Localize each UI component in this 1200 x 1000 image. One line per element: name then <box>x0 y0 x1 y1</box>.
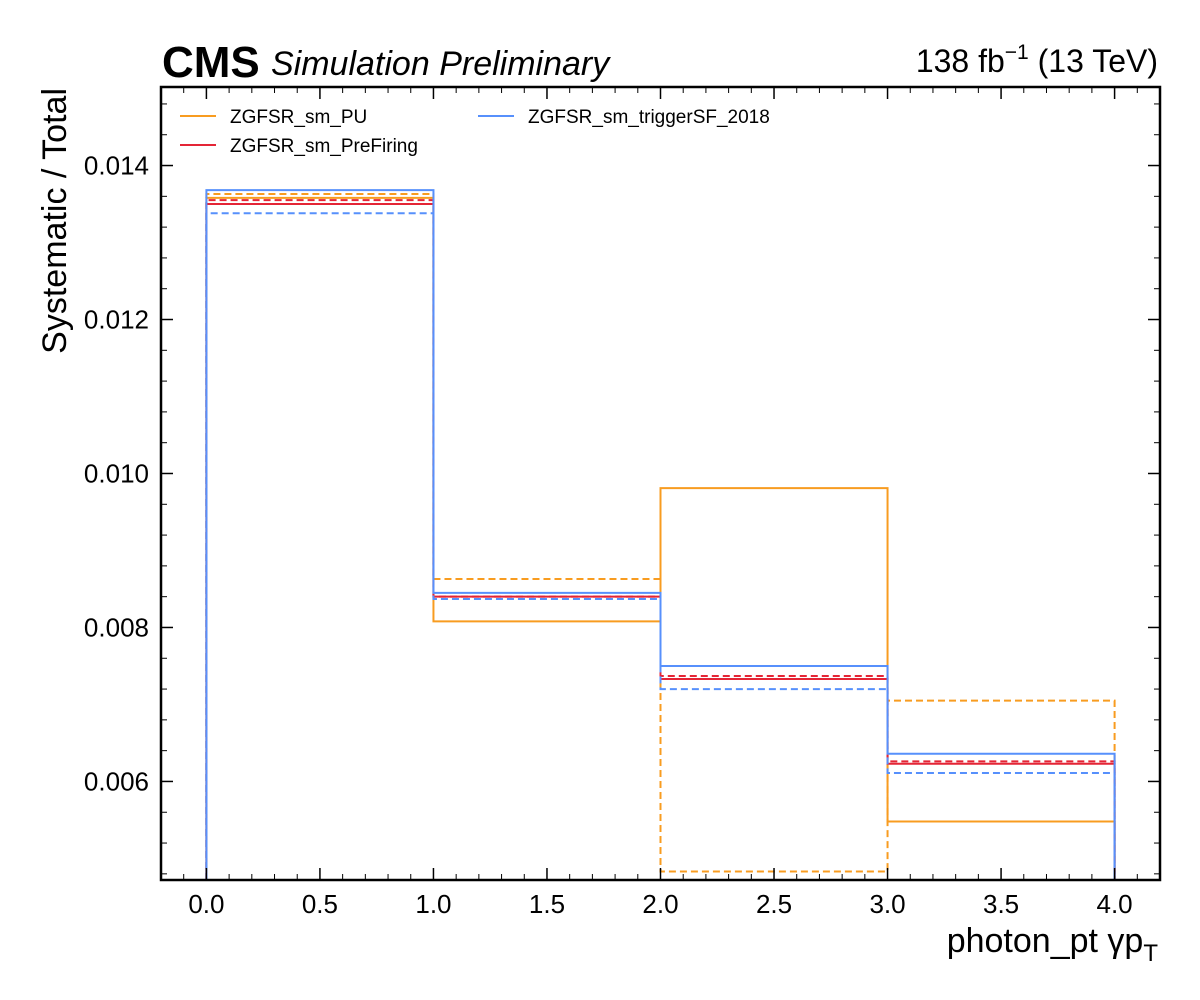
y-tick-label: 0.010 <box>84 458 149 488</box>
series-line-zgfsr-sm-pu-up <box>205 196 1116 880</box>
y-tick-label: 0.014 <box>84 151 149 181</box>
x-tick-label: 2.0 <box>642 889 678 919</box>
luminosity-label: 138 fb−1 (13 TeV) <box>916 41 1158 79</box>
x-tick-label: 1.5 <box>529 889 565 919</box>
x-tick-label: 0.0 <box>188 889 224 919</box>
simulation-status-label: Simulation Preliminary <box>271 45 611 83</box>
x-tick-label: 1.0 <box>415 889 451 919</box>
legend-label-zgfsr-sm-pu: ZGFSR_sm_PU <box>230 107 367 128</box>
cms-label: CMS <box>162 38 260 87</box>
y-tick-label: 0.008 <box>84 612 149 642</box>
y-axis-label: Systematic / Total <box>36 88 74 354</box>
x-axis-label: photon_pt γpT <box>947 922 1159 967</box>
x-tick-label: 2.5 <box>756 889 792 919</box>
x-tick-label: 3.5 <box>983 889 1019 919</box>
y-tick-label: 0.006 <box>84 766 149 796</box>
legend-label-zgfsr-sm-prefiring: ZGFSR_sm_PreFiring <box>230 136 418 157</box>
series-line-zgfsr-sm-prefiring-down <box>205 199 1116 880</box>
legend-label-zgfsr-sm-triggersf-2018: ZGFSR_sm_triggerSF_2018 <box>528 107 770 128</box>
x-tick-label: 3.0 <box>869 889 905 919</box>
plot-area: 0.0 0.5 1.0 1.5 2.0 2.5 3.0 3.5 4.0 0.006 0.008 0.0… <box>84 87 1160 919</box>
plot-frame <box>159 85 1162 882</box>
x-tick-label: 0.5 <box>302 889 338 919</box>
series-line-zgfsr-sm-triggersf-2018-down <box>205 212 1116 880</box>
y-tick-label: 0.012 <box>84 305 149 335</box>
series-line-zgfsr-sm-triggersf-2018-up <box>205 189 1116 880</box>
x-tick-label: 4.0 <box>1097 889 1133 919</box>
